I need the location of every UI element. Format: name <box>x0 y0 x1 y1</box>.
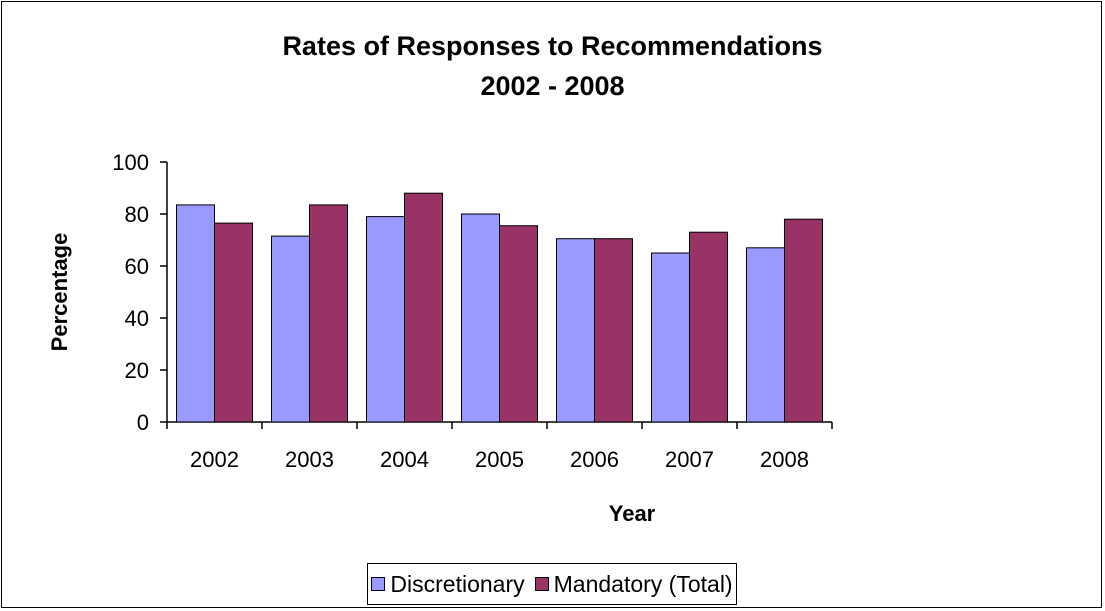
bar-mandatory-2006 <box>594 238 633 423</box>
bar-discretionary-2002 <box>176 204 215 423</box>
bar-mandatory-2005 <box>499 225 538 423</box>
legend-label-mandatory: Mandatory (Total) <box>553 570 733 597</box>
y-tick-label: 60 <box>125 254 149 279</box>
legend: Discretionary Mandatory (Total) <box>367 563 737 605</box>
bar-discretionary-2008 <box>746 247 785 423</box>
y-tick-label: 80 <box>125 202 149 227</box>
y-tick-label: 20 <box>125 358 149 383</box>
x-axis: 2002 2003 2004 2005 2006 2007 2008 <box>166 421 833 472</box>
bar-discretionary-2006 <box>556 238 595 423</box>
legend-swatch-mandatory <box>534 577 549 591</box>
bar-mandatory-2002 <box>214 222 253 423</box>
y-axis: 0 20 40 60 80 100 <box>112 150 168 435</box>
legend-swatch-discretionary <box>371 577 386 591</box>
x-tick-label: 2007 <box>665 447 714 472</box>
chart-subtitle: 2002 - 2008 <box>480 71 625 101</box>
y-tick-label: 100 <box>112 150 149 175</box>
x-tick-label: 2003 <box>285 447 334 472</box>
bar-mandatory-2003 <box>309 204 348 423</box>
legend-item-mandatory: Mandatory (Total) <box>534 570 733 598</box>
x-tick-label: 2008 <box>760 447 809 472</box>
legend-item-discretionary: Discretionary <box>371 570 525 598</box>
bar-discretionary-2005 <box>461 213 500 423</box>
x-tick-label: 2005 <box>475 447 524 472</box>
bar-mandatory-2008 <box>784 218 823 423</box>
y-tick-label: 0 <box>137 410 149 435</box>
chart-title: Rates of Responses to Recommendations <box>282 31 823 61</box>
y-tick-label: 40 <box>125 306 149 331</box>
x-axis-title: Year <box>609 501 656 526</box>
bar-discretionary-2004 <box>366 216 405 423</box>
bars <box>176 192 823 423</box>
x-tick-label: 2002 <box>190 447 239 472</box>
bar-discretionary-2003 <box>271 235 310 423</box>
bar-mandatory-2007 <box>689 231 728 423</box>
x-tick-label: 2006 <box>570 447 619 472</box>
bar-mandatory-2004 <box>404 192 443 423</box>
y-axis-title: Percentage <box>47 233 72 352</box>
x-tick-label: 2004 <box>380 447 429 472</box>
legend-label-discretionary: Discretionary <box>390 570 525 597</box>
bar-discretionary-2007 <box>651 252 690 423</box>
